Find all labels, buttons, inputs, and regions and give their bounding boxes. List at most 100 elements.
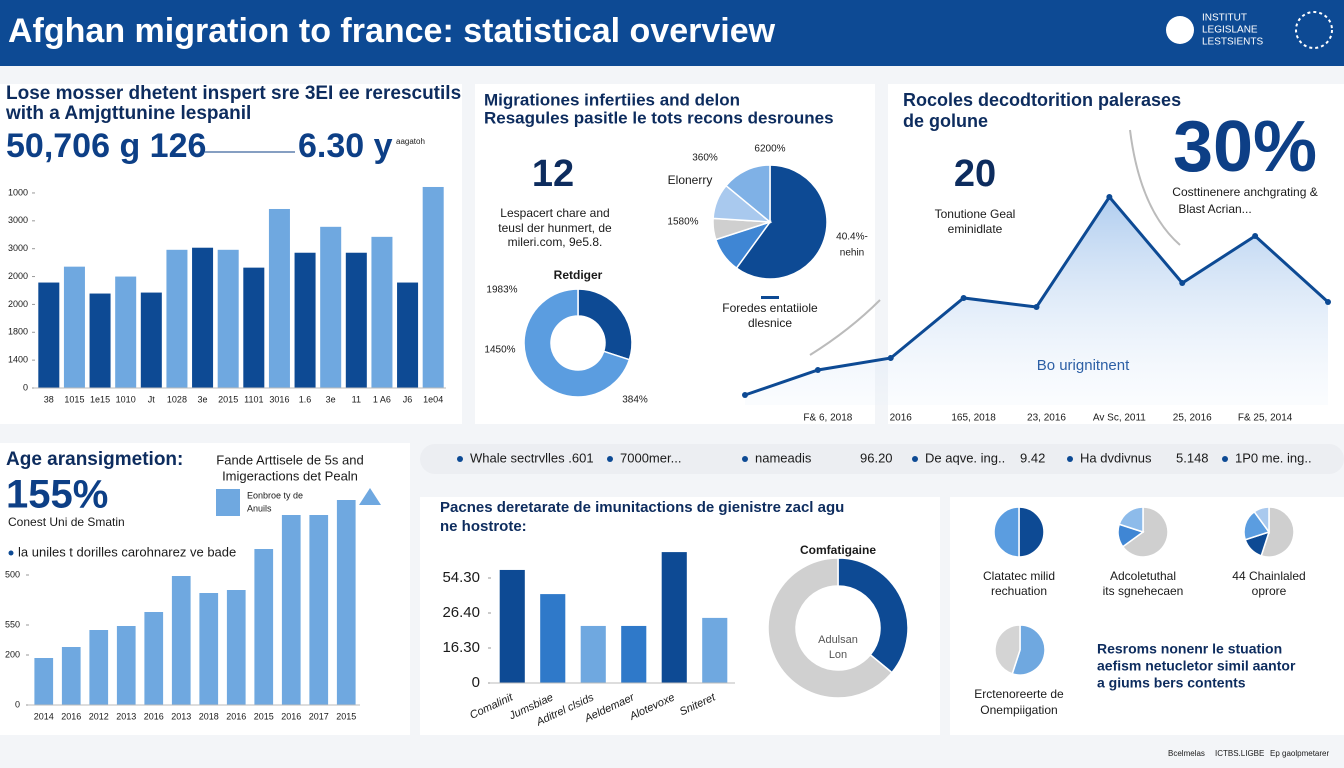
bar [661,552,687,683]
stat: 12 [532,153,574,195]
legend-item: Eonbroe ty de [247,490,303,500]
y-tick-label: 2000 [8,299,28,309]
bar [89,630,109,705]
bar [89,293,111,388]
bar [294,252,316,388]
pie-label: 1580% [667,217,698,228]
x-tick-label: 3e [198,394,208,404]
point [814,367,821,373]
point [1033,304,1040,310]
x-tick-label: 25, 2016 [1173,413,1212,424]
donut-title: Retdiger [554,268,603,282]
arrow [809,299,881,356]
donut-label: 384% [622,395,648,406]
x-tick-label: 2012 [89,711,109,721]
point [1252,233,1259,239]
pie-slice [1118,506,1144,534]
pie-label: nehin [840,248,864,259]
y-tick-label: 26.40 [442,604,480,621]
strip-item: Whale sectrvlles .601 [470,450,594,465]
bar [63,266,85,388]
strip-item: 7000mer... [620,450,681,465]
panel-title: Lose mosser dhetent inspert sre 3EI ee r… [6,83,461,104]
logo-text: LEGISLANE [1202,25,1258,36]
y-tick-label: 1400 [8,355,28,365]
caption: Foredes entatiiole [722,301,818,315]
legend-swatch [216,489,240,516]
x-tick-label: 2016 [144,711,164,721]
stat: 50,706 g 126 [6,127,206,165]
note: teusl der hunmert, de [498,221,612,235]
y-tick-label: 0 [15,699,20,709]
footer-text: ICTBS.LIGBE [1215,749,1264,758]
bar [702,617,728,683]
x-tick-label: 2014 [34,711,54,721]
point [960,295,967,301]
pie-slice [1121,506,1169,558]
bar [144,612,164,705]
logo-text: INSTITUT [1202,13,1247,24]
x-tick-label: F& 25, 2014 [1238,413,1293,424]
x-tick-label: 23, 2016 [1027,413,1066,424]
caption: Erctenoreerte de [974,687,1064,701]
x-tick-label: Av Sc, 2011 [1093,413,1146,424]
x-tick-label: 3016 [269,394,289,404]
bar [499,569,525,683]
x-tick-label: 2018 [199,711,219,721]
stat: 6.30 y [298,127,393,165]
bullet [912,456,918,462]
logo-text: LESTSIENTS [1202,37,1263,48]
note: eminidlate [948,222,1003,236]
note: Lespacert chare and [500,206,609,220]
y-tick-label: 54.30 [442,569,480,586]
y-tick-label: 0 [472,674,480,691]
point [887,355,894,361]
legend-item: Anuils [247,503,272,513]
bar [171,576,191,705]
x-tick-label: 3e [326,394,336,404]
pie-label: 6200% [754,144,785,155]
page-title: Afghan migration to france: statistical … [8,12,776,50]
panel-title: Migrationes infertiies and delon [484,90,740,109]
x-tick-label: 165, 2018 [951,413,996,424]
strip-item: De aqve. ing.. [925,450,1005,465]
x-tick-label: Jt [148,394,156,404]
strip-item: 9.42 [1020,450,1045,465]
bullet [607,456,613,462]
stat-strip [420,444,1344,474]
bar [140,292,162,388]
x-tick-label: 11 [352,394,361,404]
panel-title: Resagules pasitle le tots recons desroun… [484,108,834,127]
x-tick-label: 1101 [244,394,263,404]
area-label: Bo urignitnent [1037,357,1130,374]
donut-segment [577,288,633,361]
area [745,197,1328,405]
bar [345,252,367,388]
donut-center: 68k [570,338,587,349]
x-tick-label: 2015 [336,711,356,721]
x-tick-label: 2016 [61,711,81,721]
arrow [1129,129,1181,246]
x-tick-label: 1.6 [299,394,312,404]
x-tick-label: 1e04 [423,394,443,404]
note: Blast Acrian... [1178,202,1251,216]
x-tick-label: J6 [403,394,413,404]
donut-label: 1450% [484,345,515,356]
bar [268,208,290,388]
strip-item: 96.20 [860,450,893,465]
y-tick-label: 3000 [8,215,28,225]
text-line: aefism netucletor simil aantor [1097,658,1296,674]
caption: Onempiigation [980,703,1057,717]
bar [621,625,647,683]
stat: 20 [954,153,996,195]
x-tick-label: 1015 [64,394,84,404]
donut-label: 1983% [486,285,517,296]
bar [226,590,246,705]
point [1179,280,1186,286]
x-tick-label: 2016 [281,711,301,721]
legend-title: Imigeractions det Pealn [222,468,358,483]
pie-slice [725,164,771,224]
note: Conest Uni de Smatin [8,515,125,529]
point [1325,299,1331,305]
pie-label: 360% [692,153,718,164]
